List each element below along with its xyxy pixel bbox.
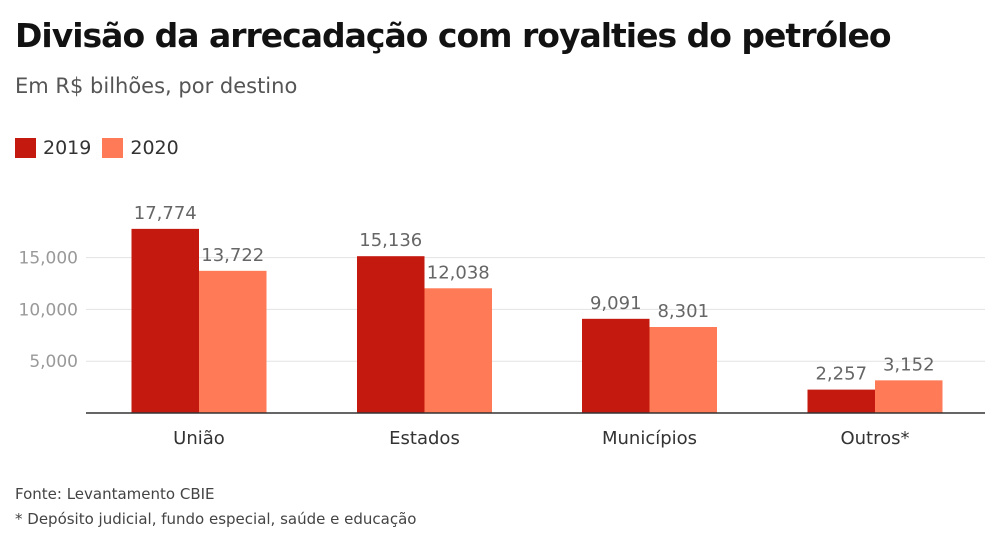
data-label: 2,257	[815, 364, 867, 385]
x-category-label: União	[173, 428, 225, 449]
legend-label-2019: 2019	[43, 137, 92, 159]
source-note: Fonte: Levantamento CBIE	[15, 485, 215, 503]
y-tick-label: 15,000	[19, 249, 78, 269]
chart-title: Divisão da arrecadação com royalties do …	[15, 16, 892, 55]
bar-2020	[875, 380, 943, 413]
legend-swatch-2020	[102, 138, 124, 158]
legend-swatch-2019	[15, 138, 36, 158]
bar-2020	[424, 288, 492, 413]
data-label: 15,136	[359, 230, 422, 251]
legend-label-2020: 2020	[130, 137, 179, 159]
bar-2019	[807, 389, 875, 413]
bar-2020	[649, 327, 717, 413]
legend: 2019 2020	[15, 137, 190, 159]
x-category-label: Estados	[389, 428, 460, 449]
legend-item-2019: 2019	[15, 137, 91, 159]
legend-item-2020: 2020	[102, 137, 179, 159]
data-label: 17,774	[134, 203, 197, 224]
data-label: 9,091	[590, 293, 642, 314]
x-category-label: Municípios	[602, 428, 697, 449]
data-label: 13,722	[201, 245, 264, 266]
data-label: 12,038	[427, 262, 490, 283]
y-tick-label: 10,000	[19, 300, 78, 320]
footnote: * Depósito judicial, fundo especial, saú…	[15, 510, 417, 528]
data-label: 8,301	[657, 301, 709, 322]
chart-subtitle: Em R$ bilhões, por destino	[15, 74, 298, 98]
bar-2019	[582, 318, 650, 413]
bar-2019	[357, 256, 425, 413]
y-tick-label: 5,000	[29, 352, 78, 372]
bar-2020	[199, 270, 267, 413]
bar-2019	[131, 228, 199, 413]
data-label: 3,152	[883, 354, 935, 375]
x-category-label: Outros*	[840, 428, 909, 449]
